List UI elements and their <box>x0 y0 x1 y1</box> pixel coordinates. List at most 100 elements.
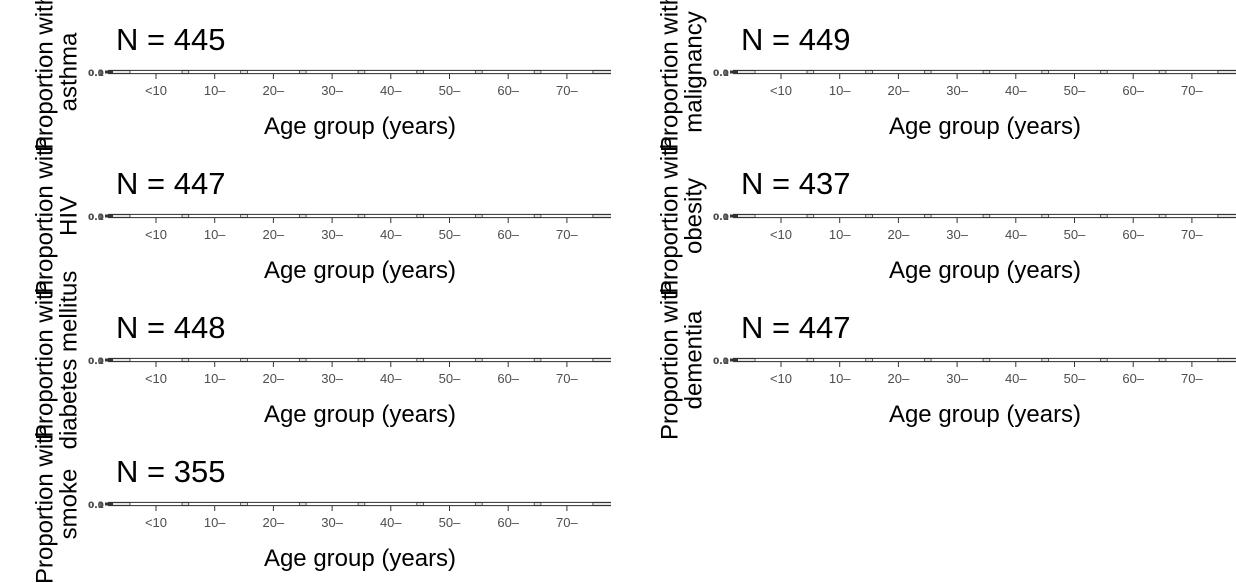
x-tick-label: 30– <box>321 83 343 98</box>
x-tick-label: 20– <box>888 227 910 242</box>
bar-6 <box>481 214 535 218</box>
x-tick-label: 50– <box>1064 227 1086 242</box>
x-tick-label: 50– <box>1064 371 1086 386</box>
bar-4 <box>989 70 1043 74</box>
chart-panel-dementia: Proportion withdementia N = 447 0.00.1 <10 1… <box>656 280 1236 440</box>
y-tick-label: 0.0 <box>713 213 729 223</box>
bar-3 <box>305 70 359 74</box>
bar-2 <box>246 358 300 362</box>
bar-7 <box>1165 358 1219 362</box>
bar-1 <box>813 358 867 362</box>
panel-title: N = 447 <box>741 310 850 345</box>
x-tick-label: 20– <box>263 83 285 98</box>
y-axis-label: Proportion withsmoke <box>31 424 82 583</box>
x-axis-label: Age group (years) <box>889 113 1081 140</box>
y-axis-label-line1: Proportion with <box>31 424 58 583</box>
x-tick-label: 30– <box>946 83 968 98</box>
x-tick-label: 50– <box>439 83 461 98</box>
bar-3 <box>305 214 359 218</box>
x-tick-label: 40– <box>380 515 402 530</box>
y-tick-label: 0.0 <box>88 501 104 511</box>
x-tick-label: 20– <box>263 515 285 530</box>
bar-6 <box>481 502 535 506</box>
x-tick-label: 30– <box>946 227 968 242</box>
x-tick-label: 40– <box>1005 371 1027 386</box>
x-tick-label: 60– <box>1122 83 1144 98</box>
bar-2 <box>246 70 300 74</box>
bar-1 <box>188 358 242 362</box>
x-tick-label: 40– <box>380 83 402 98</box>
bar-0 <box>754 358 808 362</box>
panel-title: N = 437 <box>741 166 850 201</box>
x-axis-label: Age group (years) <box>264 401 456 428</box>
y-axis-label-line1: Proportion with <box>656 136 683 296</box>
x-tick-label: 50– <box>439 227 461 242</box>
y-axis-label-line1: Proportion with <box>656 280 683 440</box>
y-axis-label-line2: HIV <box>55 196 82 236</box>
x-tick-label: 70– <box>1181 83 1203 98</box>
x-tick-label: 60– <box>1122 371 1144 386</box>
y-axis-label: Proportion withdiabetes mellitus <box>31 271 82 450</box>
bar-7 <box>540 214 594 218</box>
bar-7 <box>540 358 594 362</box>
x-tick-label: <10 <box>145 515 167 530</box>
x-tick-label: <10 <box>770 83 792 98</box>
bar-4 <box>364 214 418 218</box>
bar-4 <box>989 214 1043 218</box>
y-axis-label: Proportion withobesity <box>656 136 707 296</box>
bar-2 <box>246 214 300 218</box>
x-tick-label: 10– <box>204 371 226 386</box>
bar-3 <box>305 502 359 506</box>
x-tick-label: 20– <box>888 371 910 386</box>
x-axis-label: Age group (years) <box>264 113 456 140</box>
x-tick-label: 40– <box>380 371 402 386</box>
y-tick-label: 0.0 <box>713 357 729 367</box>
bar-4 <box>989 358 1043 362</box>
y-axis-label-line2: obesity <box>680 178 707 254</box>
bar-1 <box>188 214 242 218</box>
x-tick-label: 30– <box>321 515 343 530</box>
y-axis-label-line2: dementia <box>680 310 707 409</box>
y-axis-label: Proportion withdementia <box>656 280 707 440</box>
x-tick-label: 40– <box>1005 83 1027 98</box>
bar-5 <box>1048 214 1101 218</box>
x-tick-label: 60– <box>1122 227 1144 242</box>
bar-0 <box>754 70 808 74</box>
x-tick-label: 20– <box>888 83 910 98</box>
chart-panel-HIV: Proportion withHIV N = 447 0.00.1 <10 10– 20–… <box>31 136 611 296</box>
x-tick-label: <10 <box>145 371 167 386</box>
x-tick-label: 20– <box>263 227 285 242</box>
bar-3 <box>305 358 359 362</box>
bar-0 <box>129 358 183 362</box>
bar-5 <box>1048 70 1101 74</box>
bar-6 <box>481 358 535 362</box>
chart-panel-diabetes-mellitus: Proportion withdiabetes mellitus N = 448 0… <box>31 271 611 450</box>
bar-1 <box>188 70 242 74</box>
bar-1 <box>188 502 242 506</box>
bar-2 <box>871 358 925 362</box>
x-tick-label: 40– <box>380 227 402 242</box>
x-tick-label: 10– <box>204 83 226 98</box>
bar-5 <box>423 502 476 506</box>
bar-7 <box>540 70 594 74</box>
bar-2 <box>871 70 925 74</box>
bar-6 <box>481 70 535 74</box>
bar-6 <box>1106 358 1160 362</box>
y-axis-label: Proportion withmalignancy <box>656 0 707 152</box>
y-tick-label: 0.1 <box>88 213 104 223</box>
x-tick-label: <10 <box>145 83 167 98</box>
bar-2 <box>871 214 925 218</box>
bar-0 <box>129 214 183 218</box>
y-axis-label: Proportion withHIV <box>31 136 82 296</box>
x-tick-label: 30– <box>321 227 343 242</box>
x-tick-label: 70– <box>556 371 578 386</box>
bar-0 <box>129 70 183 74</box>
x-tick-label: 10– <box>829 83 851 98</box>
bar-7 <box>540 502 594 506</box>
y-tick-label: 0.1 <box>88 69 104 79</box>
bar-2 <box>246 502 300 506</box>
y-tick-label: 0.1 <box>713 69 729 79</box>
bar-0 <box>754 214 808 218</box>
x-tick-label: 50– <box>439 371 461 386</box>
x-axis-label: Age group (years) <box>889 401 1081 428</box>
